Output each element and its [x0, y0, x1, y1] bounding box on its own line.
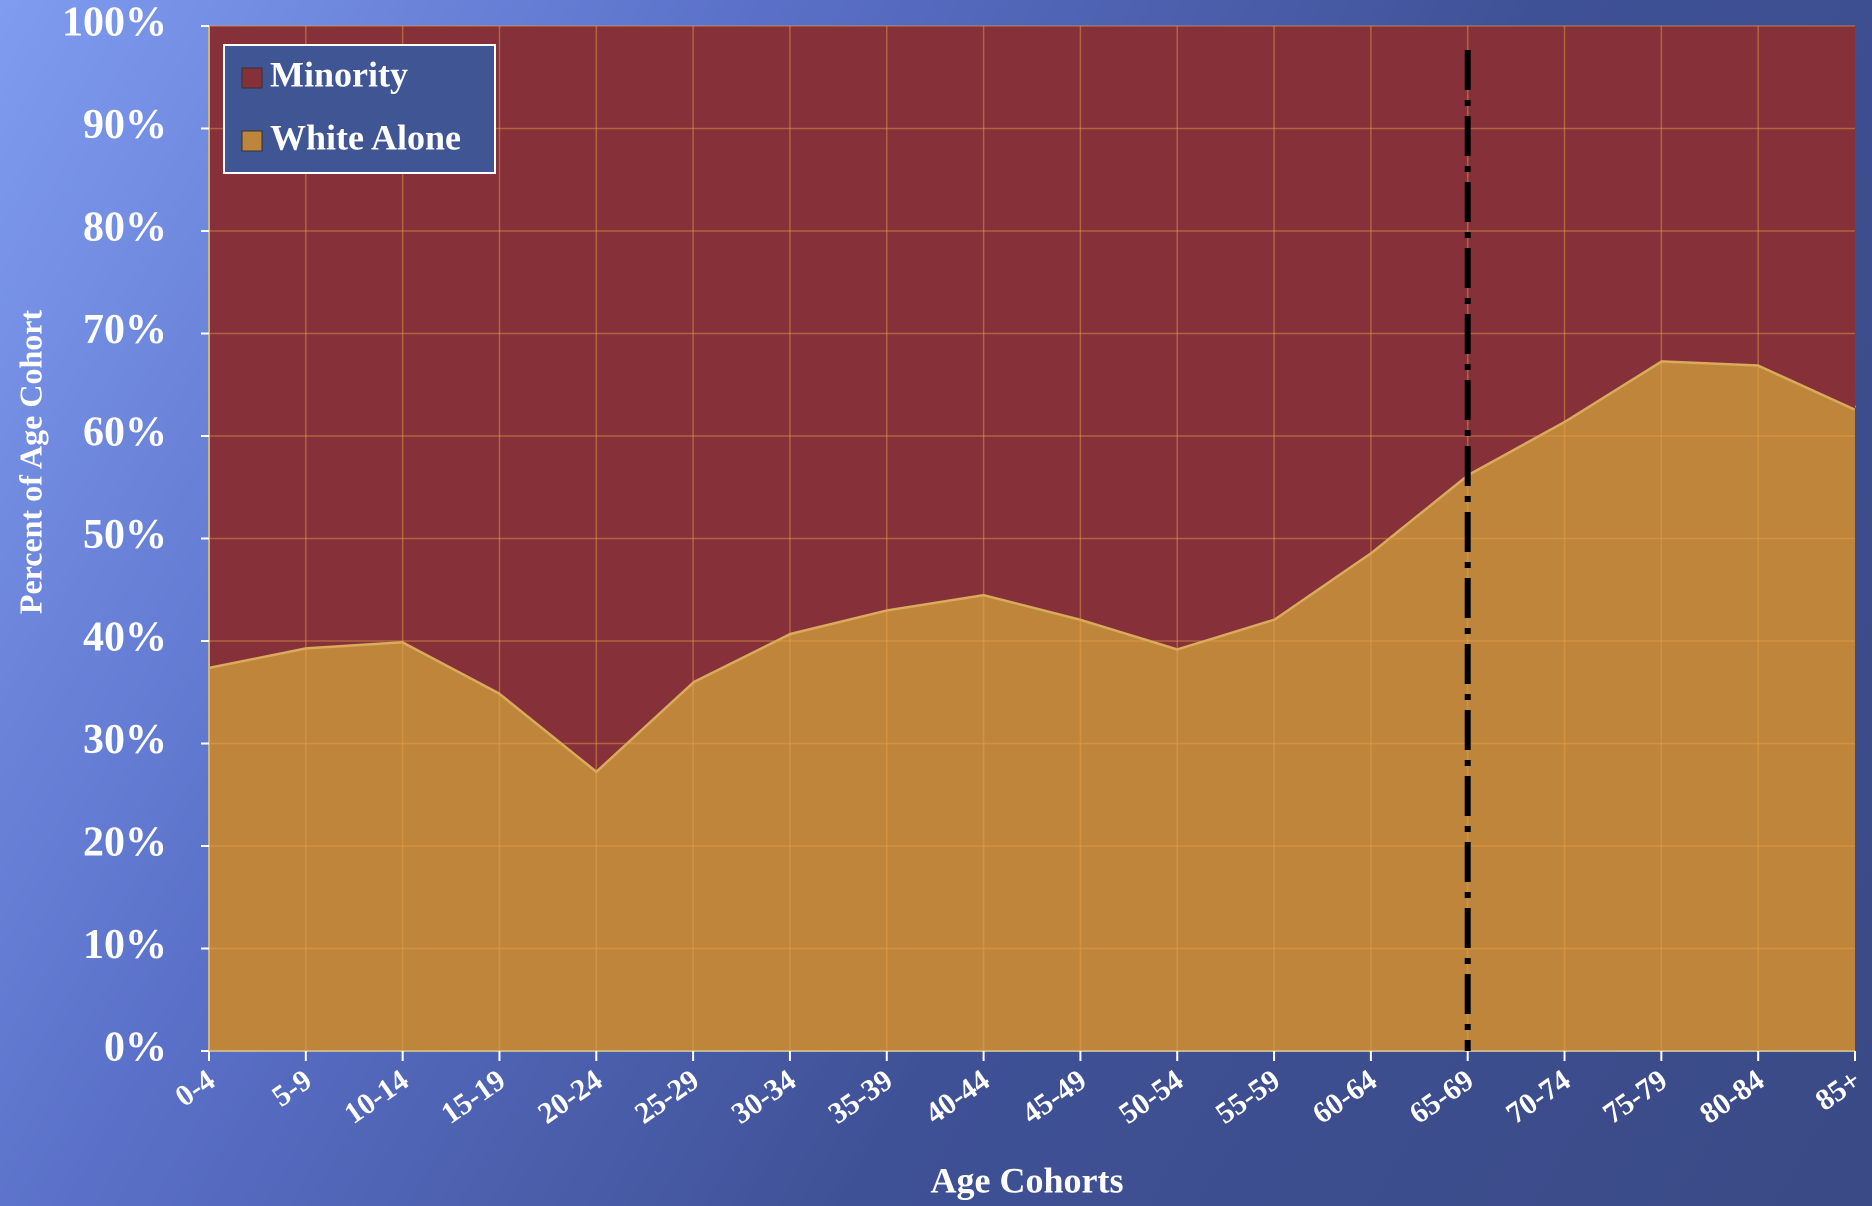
y-tick-label: 50%: [83, 512, 167, 558]
x-tick-label: 85+: [1809, 1063, 1867, 1117]
x-tick-label: 75-79: [1597, 1063, 1673, 1130]
x-tick-label: 60-64: [1307, 1063, 1383, 1130]
legend-box: [223, 44, 496, 174]
x-tick-label: 45-49: [1016, 1063, 1092, 1130]
y-tick-label: 0%: [104, 1025, 167, 1071]
area: [209, 26, 1855, 771]
legend: Minority White Alone: [223, 44, 496, 174]
area: [209, 360, 1855, 1051]
x-tick-label: 50-54: [1113, 1063, 1189, 1130]
y-tick-label: 20%: [83, 820, 167, 866]
x-tick-label: 80-84: [1694, 1063, 1770, 1130]
legend-label: White Alone: [270, 117, 461, 157]
x-tick-label: 20-24: [532, 1063, 608, 1130]
x-tick-label: 5-9: [266, 1063, 318, 1113]
legend-swatch: [241, 130, 263, 152]
x-axis-title: Age Cohorts: [931, 1160, 1124, 1200]
y-tick-label: 10%: [83, 922, 167, 968]
y-tick-label: 30%: [83, 717, 167, 763]
y-tick-label: 70%: [83, 307, 167, 353]
y-tick-label: 90%: [83, 102, 167, 148]
x-tick-label: 0-4: [169, 1063, 221, 1113]
y-tick-label: 80%: [83, 205, 167, 251]
x-tick-label: 35-39: [822, 1063, 898, 1130]
x-tick-label: 70-74: [1500, 1063, 1576, 1130]
legend-swatch: [241, 67, 263, 89]
x-tick-label: 40-44: [919, 1063, 995, 1130]
x-tick-label: 25-29: [629, 1063, 705, 1130]
x-tick-label: 10-14: [338, 1063, 414, 1130]
x-tick-label: 55-59: [1210, 1063, 1286, 1130]
x-tick-label: 15-19: [435, 1063, 511, 1130]
y-tick-label: 100%: [62, 0, 167, 46]
y-tick-label: 60%: [83, 410, 167, 456]
y-axis-title: Percent of Age Cohort: [12, 310, 48, 615]
x-tick-label: 30-34: [726, 1063, 802, 1130]
y-tick-label: 40%: [83, 615, 167, 661]
legend-label: Minority: [270, 54, 408, 94]
x-tick-label: 65-69: [1403, 1063, 1479, 1130]
